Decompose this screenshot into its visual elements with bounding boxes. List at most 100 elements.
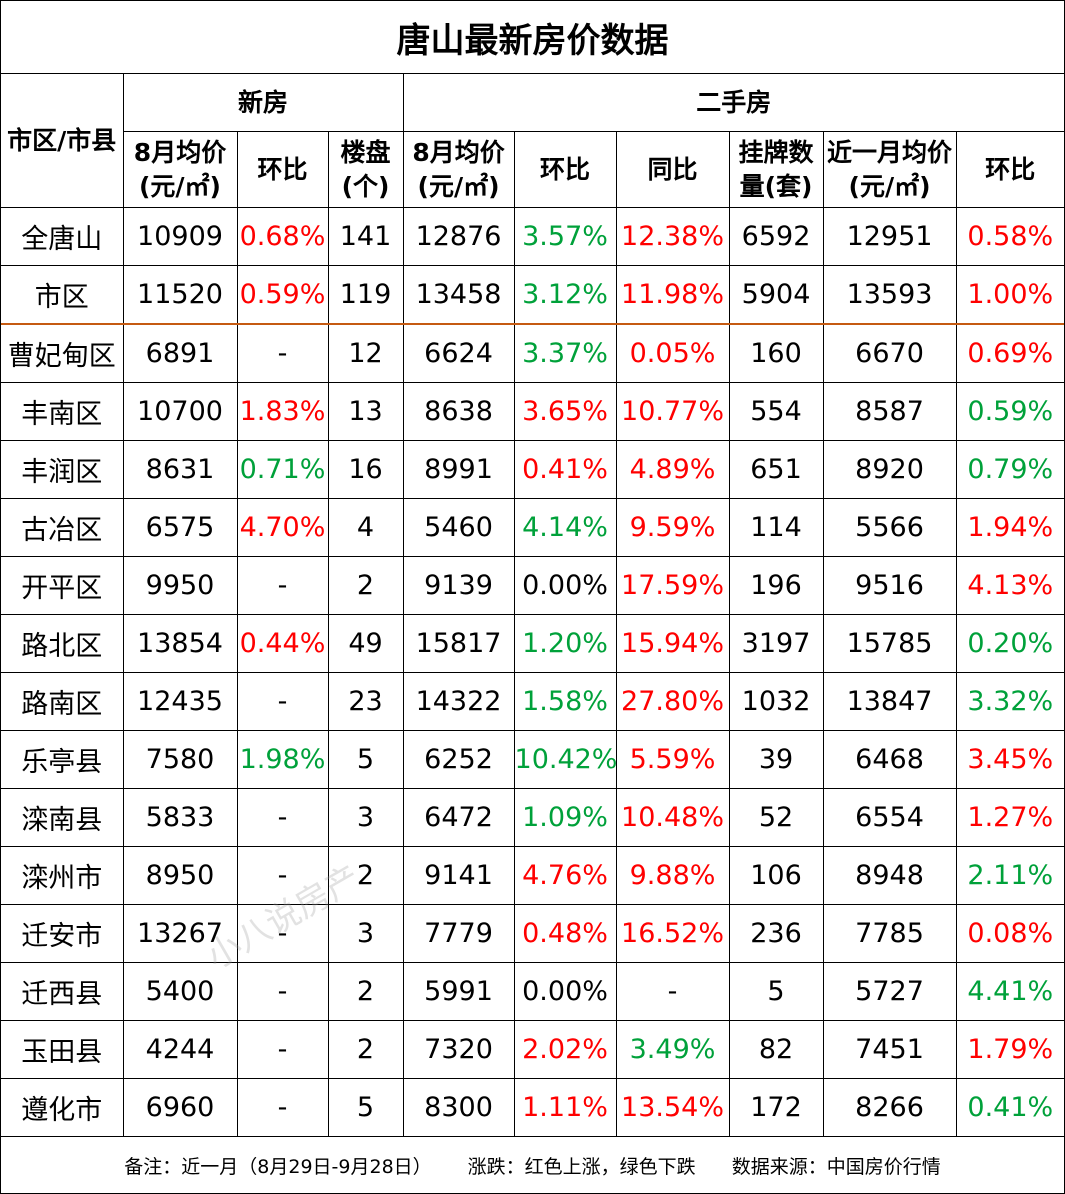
col-header-second-price: 8月均价(元/㎡) bbox=[402, 131, 515, 208]
cell-second-mom: 1.09% bbox=[513, 788, 617, 847]
cell-listings: 52 bbox=[728, 788, 824, 847]
cell-recent-mom: 1.79% bbox=[955, 1020, 1064, 1079]
cell-recent-price: 8587 bbox=[822, 382, 957, 441]
cell-listings: 172 bbox=[728, 1078, 824, 1137]
cell-new-price: 6891 bbox=[122, 323, 238, 383]
cell-recent-mom: 0.08% bbox=[955, 904, 1064, 963]
cell-second-mom: 10.42% bbox=[513, 730, 617, 789]
cell-second-price: 8300 bbox=[402, 1078, 515, 1137]
cell-new-price: 5833 bbox=[122, 788, 238, 847]
cell-new-mom: - bbox=[236, 1020, 329, 1079]
col-header-second-mom: 环比 bbox=[513, 131, 617, 208]
cell-new-mom: 0.59% bbox=[236, 265, 329, 325]
table-row: 滦南县 5833-3 6472 1.09% 10.48% 52 6554 1.27% bbox=[1, 788, 1064, 847]
cell-second-yoy: 4.89% bbox=[615, 440, 730, 499]
region-cell: 丰润区 bbox=[1, 440, 124, 499]
cell-new-mom: 0.44% bbox=[236, 614, 329, 673]
cell-second-yoy: 13.54% bbox=[615, 1078, 730, 1137]
cell-second-yoy: 0.05% bbox=[615, 323, 730, 383]
cell-recent-price: 15785 bbox=[822, 614, 957, 673]
cell-listings: 39 bbox=[728, 730, 824, 789]
cell-new-price: 10700 bbox=[122, 382, 238, 441]
cell-new-price: 5400 bbox=[122, 962, 238, 1021]
cell-second-price: 15817 bbox=[402, 614, 515, 673]
cell-second-price: 5991 bbox=[402, 962, 515, 1021]
region-cell: 迁西县 bbox=[1, 962, 124, 1021]
cell-listings: 236 bbox=[728, 904, 824, 963]
cell-second-yoy: 5.59% bbox=[615, 730, 730, 789]
cell-recent-mom: 2.11% bbox=[955, 846, 1064, 905]
cell-recent-mom: 0.79% bbox=[955, 440, 1064, 499]
cell-projects: 16 bbox=[327, 440, 404, 499]
cell-listings: 5 bbox=[728, 962, 824, 1021]
table-row: 玉田县 4244-2 7320 2.02% 3.49% 82 7451 1.79% bbox=[1, 1020, 1064, 1079]
region-cell: 滦南县 bbox=[1, 788, 124, 847]
cell-second-mom: 3.37% bbox=[513, 323, 617, 383]
col-header-new-mom: 环比 bbox=[236, 131, 329, 208]
cell-second-price: 7779 bbox=[402, 904, 515, 963]
cell-listings: 196 bbox=[728, 556, 824, 615]
cell-recent-price: 6468 bbox=[822, 730, 957, 789]
cell-second-price: 8991 bbox=[402, 440, 515, 499]
cell-projects: 5 bbox=[327, 730, 404, 789]
col-header-recent-price: 近一月均价(元/㎡) bbox=[822, 131, 957, 208]
cell-second-yoy: 17.59% bbox=[615, 556, 730, 615]
cell-recent-price: 8266 bbox=[822, 1078, 957, 1137]
col-header-recent-mom: 环比 bbox=[955, 131, 1064, 208]
table-row: 迁安市 13267-3 7779 0.48% 16.52% 236 7785 0.08% bbox=[1, 904, 1064, 963]
col-header-listings: 挂牌数量(套) bbox=[728, 131, 824, 208]
price-table: 市区/市县 新房 二手房 8月均价(元/㎡) 环比 楼盘(个) 8月均价(元/㎡… bbox=[1, 74, 1064, 1137]
cell-new-mom: - bbox=[236, 904, 329, 963]
cell-recent-mom: 3.32% bbox=[955, 672, 1064, 731]
cell-projects: 3 bbox=[327, 904, 404, 963]
cell-second-price: 5460 bbox=[402, 498, 515, 557]
cell-new-mom: 0.68% bbox=[236, 207, 329, 266]
cell-recent-mom: 0.59% bbox=[955, 382, 1064, 441]
cell-recent-price: 13847 bbox=[822, 672, 957, 731]
cell-listings: 651 bbox=[728, 440, 824, 499]
cell-projects: 49 bbox=[327, 614, 404, 673]
cell-recent-price: 7451 bbox=[822, 1020, 957, 1079]
cell-new-mom: - bbox=[236, 788, 329, 847]
cell-new-price: 7580 bbox=[122, 730, 238, 789]
cell-new-mom: 0.71% bbox=[236, 440, 329, 499]
cell-second-mom: 2.02% bbox=[513, 1020, 617, 1079]
region-cell: 滦州市 bbox=[1, 846, 124, 905]
table-body: 全唐山 10909 0.68% 141 12876 3.57% 12.38% 6592 1295… bbox=[1, 207, 1064, 1137]
cell-new-price: 13854 bbox=[122, 614, 238, 673]
cell-listings: 3197 bbox=[728, 614, 824, 673]
cell-second-price: 9139 bbox=[402, 556, 515, 615]
cell-projects: 2 bbox=[327, 962, 404, 1021]
cell-second-mom: 4.76% bbox=[513, 846, 617, 905]
cell-second-price: 6472 bbox=[402, 788, 515, 847]
cell-recent-price: 6670 bbox=[822, 323, 957, 383]
cell-second-mom: 0.41% bbox=[513, 440, 617, 499]
cell-new-price: 11520 bbox=[122, 265, 238, 325]
cell-new-price: 6960 bbox=[122, 1078, 238, 1137]
col-header-new-price: 8月均价(元/㎡) bbox=[123, 131, 238, 208]
cell-listings: 1032 bbox=[728, 672, 824, 731]
cell-second-mom: 1.20% bbox=[513, 614, 617, 673]
region-cell: 迁安市 bbox=[1, 904, 124, 963]
cell-recent-price: 12951 bbox=[822, 207, 957, 266]
table-row: 路北区 13854 0.44% 49 15817 1.20% 15.94% 3197 15785… bbox=[1, 614, 1064, 673]
cell-new-price: 6575 bbox=[122, 498, 238, 557]
new-house-header: 新房 bbox=[122, 74, 404, 132]
table-row: 丰润区 8631 0.71% 16 8991 0.41% 4.89% 651 8920 0.79% bbox=[1, 440, 1064, 499]
cell-recent-price: 8920 bbox=[822, 440, 957, 499]
cell-second-mom: 3.12% bbox=[513, 265, 617, 325]
cell-second-price: 7320 bbox=[402, 1020, 515, 1079]
cell-projects: 5 bbox=[327, 1078, 404, 1137]
cell-recent-price: 9516 bbox=[822, 556, 957, 615]
cell-new-mom: - bbox=[236, 1078, 329, 1137]
cell-second-yoy: 12.38% bbox=[615, 207, 730, 266]
cell-second-price: 8638 bbox=[402, 382, 515, 441]
table-row: 开平区 9950-2 9139 0.00% 17.59% 196 9516 4.13% bbox=[1, 556, 1064, 615]
cell-recent-mom: 1.94% bbox=[955, 498, 1064, 557]
cell-new-mom: 1.83% bbox=[236, 382, 329, 441]
cell-recent-mom: 0.58% bbox=[955, 207, 1064, 266]
cell-new-mom: - bbox=[236, 323, 329, 383]
footer-legend: 涨跌：红色上涨，绿色下跌 bbox=[467, 1155, 696, 1178]
cell-listings: 554 bbox=[728, 382, 824, 441]
